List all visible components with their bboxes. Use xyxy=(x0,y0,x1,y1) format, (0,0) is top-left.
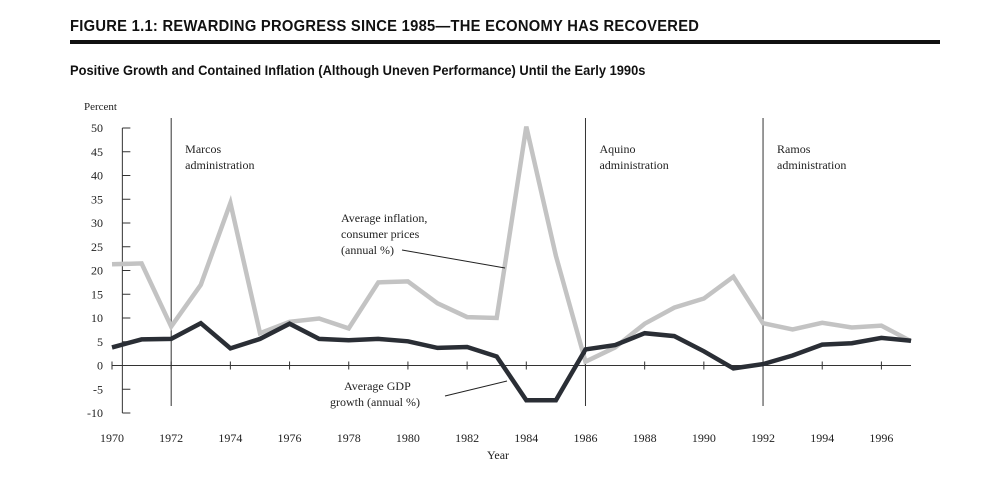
gdp-annotation-line2: growth (annual %) xyxy=(330,395,420,409)
y-tick-label: 45 xyxy=(91,145,103,159)
gdp-annotation-line1: Average GDP xyxy=(344,379,411,393)
administration-label-name: Ramos xyxy=(777,142,811,156)
administration-label-name: Aquino xyxy=(599,142,635,156)
x-tick-label: 1986 xyxy=(573,431,597,445)
x-tick-label: 1976 xyxy=(278,431,302,445)
y-tick-label: 30 xyxy=(91,216,103,230)
inflation-annotation-line2: consumer prices xyxy=(341,227,420,241)
x-tick-label: 1974 xyxy=(218,431,242,445)
administration-label-suffix: administration xyxy=(599,158,668,172)
y-tick-label: 50 xyxy=(91,121,103,135)
y-tick-label: 25 xyxy=(91,240,103,254)
x-tick-label: 1978 xyxy=(337,431,361,445)
x-tick-label: 1988 xyxy=(633,431,657,445)
y-tick-label: 35 xyxy=(91,192,103,206)
y-tick-label: 0 xyxy=(97,359,103,373)
inflation-annotation-line3: (annual %) xyxy=(341,243,394,257)
y-axis-label: Percent xyxy=(84,101,117,113)
y-tick-label: 5 xyxy=(97,335,103,349)
axes: -10 -5 0 5 10 15 20 25 30 35 40 45 50 1970 1972 1974 197… xyxy=(87,121,911,445)
x-tick-label: 1992 xyxy=(751,431,775,445)
figure-title: FIGURE 1.1: REWARDING PROGRESS SINCE 198… xyxy=(70,18,700,35)
inflation-series-line xyxy=(111,126,913,365)
inflation-annotation-line1: Average inflation, xyxy=(341,211,427,225)
gdp-series-line xyxy=(111,320,912,403)
y-tick-label: 20 xyxy=(91,264,103,278)
y-tick-label: 10 xyxy=(91,311,103,325)
x-tick-label: 1972 xyxy=(159,431,183,445)
x-tick-label: 1994 xyxy=(810,431,834,445)
y-tick-label: -10 xyxy=(87,406,103,420)
gdp-leader-line xyxy=(444,380,508,397)
y-tick-label: -5 xyxy=(93,382,103,396)
x-tick-label: 1984 xyxy=(514,431,538,445)
x-tick-label: 1996 xyxy=(869,431,893,445)
administration-lines: Marcos administration Aquino administration… xyxy=(170,118,846,406)
administration-label-suffix: administration xyxy=(185,158,254,172)
title-rule xyxy=(70,40,940,44)
figure-subtitle: Positive Growth and Contained Inflation … xyxy=(70,62,646,78)
series-lines xyxy=(111,126,913,403)
x-tick-label: 1970 xyxy=(100,431,124,445)
x-tick-label: 1982 xyxy=(455,431,479,445)
y-tick-label: 15 xyxy=(91,287,103,301)
administration-label-name: Marcos xyxy=(185,142,221,156)
administration-label-suffix: administration xyxy=(777,158,846,172)
x-axis-label: Year xyxy=(487,448,509,462)
inflation-leader-line xyxy=(401,249,506,269)
x-tick-label: 1990 xyxy=(692,431,716,445)
y-tick-label: 40 xyxy=(91,169,103,183)
x-tick-label: 1980 xyxy=(396,431,420,445)
